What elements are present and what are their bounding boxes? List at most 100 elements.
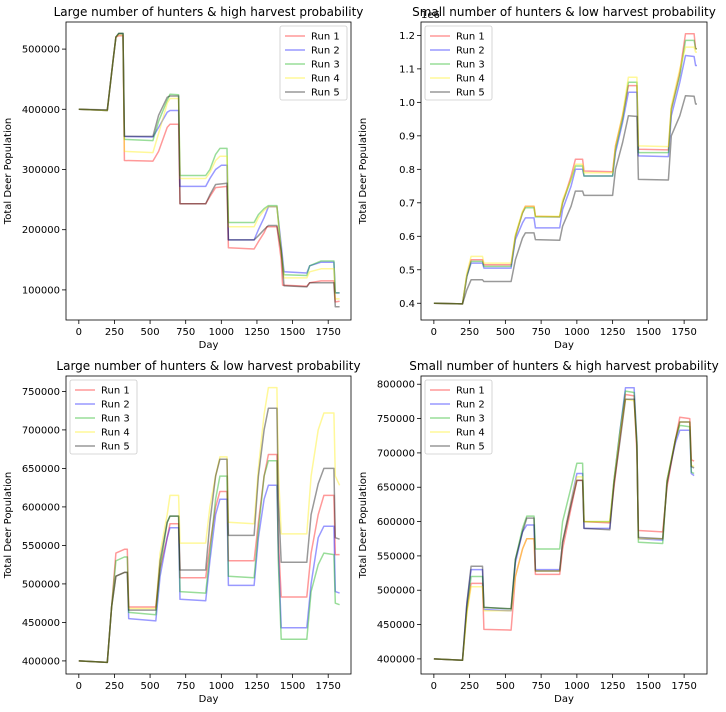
- x-tick-label: 1500: [636, 681, 661, 692]
- series-line-run-2: [433, 54, 697, 305]
- axes-frame: [65, 21, 352, 321]
- y-tick-label: 550000: [22, 541, 60, 552]
- y-tick-label: 600000: [377, 517, 415, 528]
- x-tick-label: 1000: [209, 327, 234, 338]
- series-group: [433, 386, 695, 662]
- legend-label: Run 1: [456, 386, 485, 397]
- y-tick-label: 0.9: [399, 131, 415, 142]
- legend-label: Run 3: [456, 60, 485, 71]
- legend-box: [424, 379, 493, 455]
- chart-4: Small number of hunters & high harvest p…: [358, 359, 719, 705]
- y-tick-label: 700000: [377, 448, 415, 459]
- y-tick-label: 0.4: [399, 299, 415, 310]
- series-line-run-5: [433, 94, 697, 305]
- x-tick-label: 1500: [280, 327, 305, 338]
- x-tick-label: 1000: [564, 681, 589, 692]
- chart-title: Small number of hunters & high harvest p…: [409, 359, 718, 373]
- axis-offset-text: 1e6: [421, 10, 440, 21]
- x-tick-label: 1500: [636, 327, 661, 338]
- x-axis-label: Day: [554, 694, 574, 705]
- series-line-run-1: [433, 32, 697, 305]
- legend: Run 1 Run 2 Run 3 Run 4 Run 5: [279, 25, 348, 101]
- axes-frame: [420, 375, 708, 675]
- legend-label: Run 2: [456, 400, 485, 411]
- x-tick-label: 1750: [315, 327, 340, 338]
- chart-title: Large number of hunters & high harvest p…: [54, 5, 364, 19]
- legend-box: [279, 25, 348, 101]
- x-tick-label: 1500: [280, 681, 305, 692]
- legend-label: Run 4: [311, 74, 340, 85]
- y-tick-label: 0.8: [399, 165, 415, 176]
- y-tick-label: 550000: [377, 551, 415, 562]
- y-axis-label: Total Deer Population: [358, 472, 369, 579]
- x-tick-label: 1250: [600, 327, 625, 338]
- y-tick-label: 400000: [22, 105, 60, 116]
- x-axis-label: Day: [199, 694, 219, 705]
- legend-label: Run 5: [311, 88, 340, 99]
- y-tick-label: 650000: [22, 464, 60, 475]
- x-tick-label: 1750: [315, 681, 340, 692]
- series-group: [78, 386, 341, 664]
- y-tick-label: 400000: [377, 654, 415, 665]
- legend-label: Run 1: [101, 386, 130, 397]
- y-tick-label: 650000: [377, 483, 415, 494]
- x-tick-label: 500: [141, 327, 160, 338]
- y-tick-label: 100000: [22, 285, 60, 296]
- legend-label: Run 2: [311, 46, 340, 57]
- legend-label: Run 3: [456, 414, 485, 425]
- series-line-run-3: [433, 390, 695, 662]
- x-tick-label: 0: [431, 327, 437, 338]
- x-tick-label: 1000: [564, 327, 589, 338]
- series-line-run-5: [78, 32, 340, 308]
- x-tick-label: 500: [141, 681, 160, 692]
- x-tick-label: 500: [496, 681, 515, 692]
- legend-label: Run 5: [456, 88, 485, 99]
- x-tick-label: 750: [176, 681, 195, 692]
- x-tick-label: 0: [431, 681, 437, 692]
- legend-label: Run 4: [101, 428, 130, 439]
- y-tick-label: 0.5: [399, 265, 415, 276]
- y-tick-label: 800000: [377, 380, 415, 391]
- y-tick-label: 1.1: [399, 64, 415, 75]
- legend-box: [69, 379, 138, 455]
- y-tick-label: 600000: [22, 502, 60, 513]
- y-axis-label: Total Deer Population: [358, 118, 369, 225]
- y-tick-label: 750000: [22, 387, 60, 398]
- y-tick-label: 0.6: [399, 232, 415, 243]
- x-tick-label: 1250: [244, 681, 269, 692]
- series-line-run-4: [433, 398, 695, 662]
- x-tick-label: 0: [76, 681, 82, 692]
- y-tick-label: 400000: [22, 656, 60, 667]
- y-tick-label: 500000: [22, 45, 60, 56]
- x-tick-label: 1250: [600, 681, 625, 692]
- chart-title: Large number of hunters & low harvest pr…: [56, 359, 360, 373]
- chart-1: Large number of hunters & high harvest p…: [3, 5, 363, 351]
- y-tick-label: 700000: [22, 425, 60, 436]
- y-tick-label: 450000: [22, 618, 60, 629]
- y-tick-label: 450000: [377, 620, 415, 631]
- chart-2: Small number of hunters & low harvest pr…: [358, 5, 716, 351]
- x-tick-label: 0: [76, 327, 82, 338]
- series-line-run-5: [78, 407, 340, 664]
- legend-label: Run 4: [456, 428, 485, 439]
- y-tick-label: 0.7: [399, 198, 415, 209]
- series-group: [433, 32, 697, 305]
- x-tick-label: 1250: [244, 327, 269, 338]
- series-line-run-3: [78, 459, 340, 664]
- x-tick-label: 750: [532, 681, 551, 692]
- series-line-run-1: [78, 453, 340, 664]
- legend: Run 1 Run 2 Run 3 Run 4 Run 5: [424, 25, 493, 101]
- series-line-run-4: [78, 33, 340, 300]
- x-tick-label: 250: [105, 681, 124, 692]
- y-tick-label: 1.0: [399, 98, 415, 109]
- series-line-run-1: [433, 393, 695, 662]
- axes-frame: [420, 21, 708, 321]
- series-line-run-4: [433, 46, 697, 305]
- series-line-run-4: [78, 386, 341, 664]
- axes-frame: [65, 375, 352, 675]
- x-tick-label: 250: [105, 327, 124, 338]
- legend-label: Run 2: [101, 400, 130, 411]
- series-line-run-2: [433, 386, 695, 662]
- x-tick-label: 750: [532, 327, 551, 338]
